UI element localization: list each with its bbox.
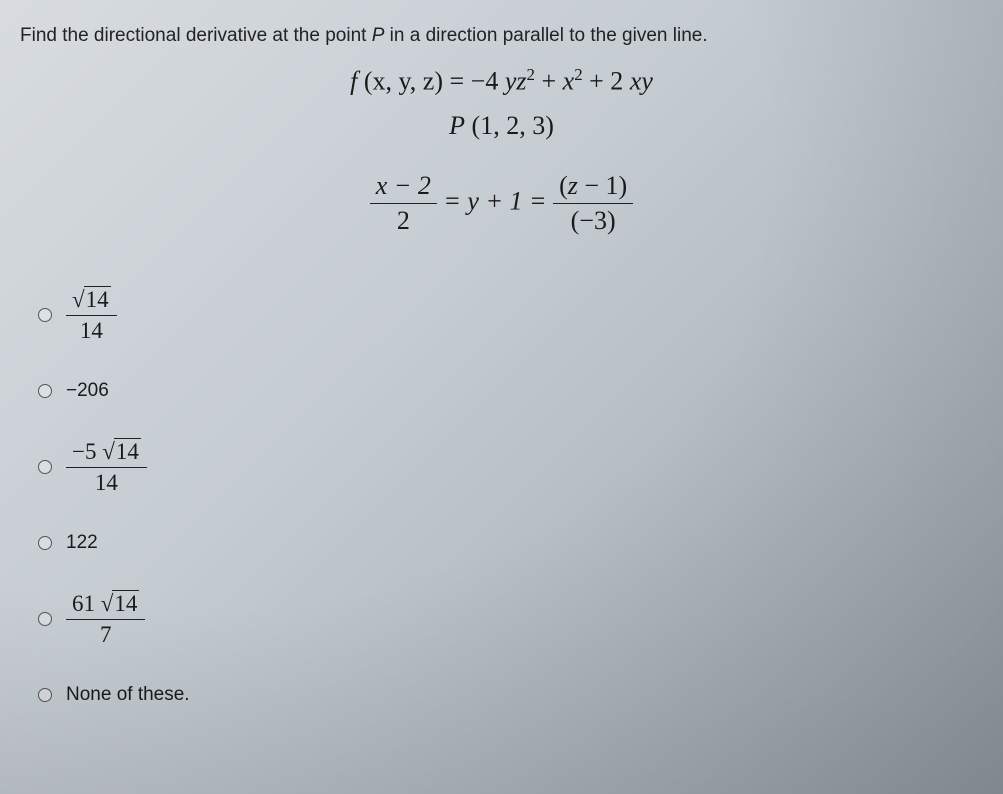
option-c-content: −5 14 14: [66, 438, 147, 496]
t1-exp: 2: [527, 65, 535, 84]
line-frac1: x − 2 2: [370, 171, 437, 236]
line-frac1-num: x − 2: [370, 171, 437, 204]
opt-c-coef: −5: [72, 439, 102, 464]
point-coords: (1, 2, 3): [465, 111, 554, 140]
option-e-content: 61 14 7: [66, 590, 145, 648]
t2-var: x: [563, 67, 575, 96]
opt-e-radicand: 14: [112, 590, 139, 617]
opt-e-coef: 61: [72, 591, 101, 616]
option-a[interactable]: 14 14: [38, 286, 983, 344]
opt-a-den: 14: [66, 316, 117, 344]
t2-exp: 2: [574, 65, 582, 84]
opt-d-text: 122: [66, 532, 98, 554]
option-e[interactable]: 61 14 7: [38, 590, 983, 648]
line-frac2: (z − 1) (−3): [553, 171, 633, 236]
line-frac2-num-rest: − 1): [578, 171, 627, 200]
line-frac2-den: (−3): [553, 204, 633, 236]
option-b[interactable]: −206: [38, 380, 983, 402]
function-equation: f (x, y, z) = −4 yz2 + x2 + 2 xy: [20, 65, 983, 97]
option-d[interactable]: 122: [38, 532, 983, 554]
radio-icon[interactable]: [38, 460, 52, 474]
radio-icon[interactable]: [38, 612, 52, 626]
point-equation: P (1, 2, 3): [20, 111, 983, 141]
radio-icon[interactable]: [38, 384, 52, 398]
line-equation: x − 2 2 = y + 1 = (z − 1) (−3): [20, 171, 983, 236]
plus1: +: [535, 67, 563, 96]
opt-c-radicand: 14: [114, 438, 141, 465]
prompt-post: in a direction parallel to the given lin…: [384, 25, 707, 46]
radio-icon[interactable]: [38, 308, 52, 322]
option-c[interactable]: −5 14 14: [38, 438, 983, 496]
opt-f-text: None of these.: [66, 684, 190, 706]
plus2: + 2: [583, 67, 630, 96]
opt-b-text: −206: [66, 380, 109, 402]
t3-var: xy: [630, 67, 653, 96]
radio-icon[interactable]: [38, 536, 52, 550]
f-args: (x, y, z): [357, 67, 449, 96]
line-mid: = y + 1 =: [443, 186, 553, 215]
point-P: P: [449, 111, 465, 140]
radio-icon[interactable]: [38, 688, 52, 702]
prompt-point-var: P: [372, 25, 385, 46]
opt-a-radicand: 14: [84, 286, 111, 313]
prompt-pre: Find the directional derivative at the p…: [20, 25, 372, 46]
answer-options: 14 14 −206 −5 14 14 122 61 14 7: [20, 286, 983, 706]
t1-coef: −4: [471, 67, 505, 96]
option-a-content: 14 14: [66, 286, 117, 344]
opt-e-den: 7: [66, 620, 145, 648]
t1-var: yz: [505, 67, 527, 96]
line-frac1-den: 2: [370, 204, 437, 236]
option-f[interactable]: None of these.: [38, 684, 983, 706]
question-prompt: Find the directional derivative at the p…: [20, 25, 983, 47]
opt-c-den: 14: [66, 468, 147, 496]
f-eq: =: [450, 67, 471, 96]
